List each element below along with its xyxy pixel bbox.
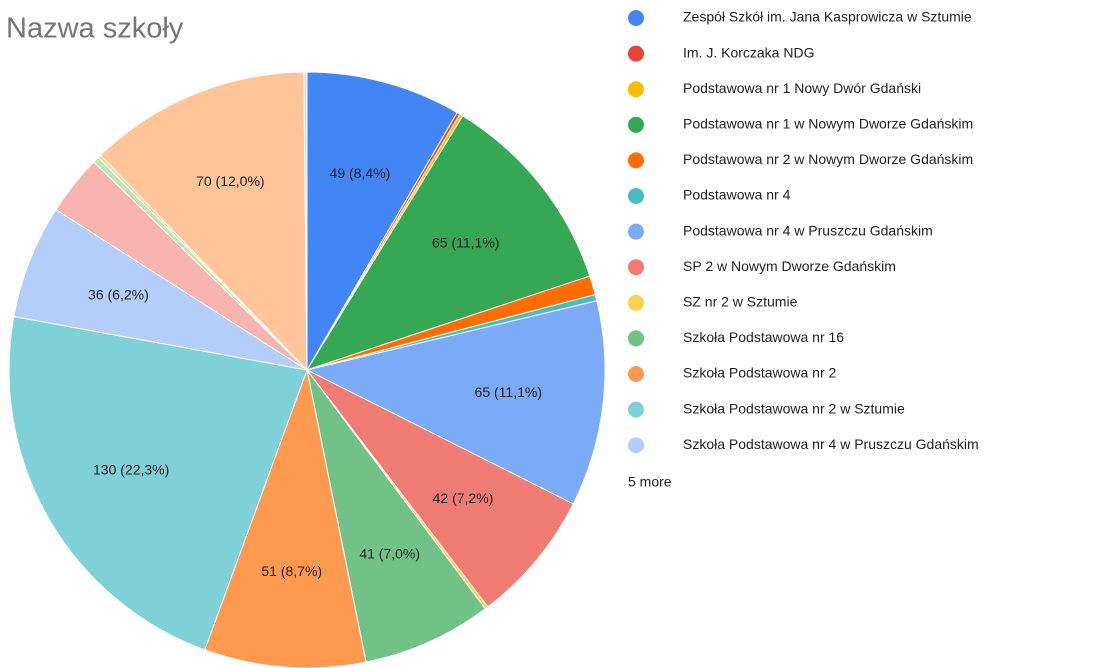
legend-label: Szkoła Podstawowa nr 2 w Sztumie (683, 400, 905, 416)
pie-slice (13, 208, 308, 371)
pie-slice (305, 300, 606, 505)
legend-swatch (628, 188, 644, 204)
legend-swatch (628, 330, 644, 347)
legend-label: Podstawowa nr 2 w Nowym Dworze Gdańskim (683, 151, 973, 167)
legend-swatch (628, 45, 644, 62)
legend-swatch (628, 259, 644, 276)
legend-swatch (628, 437, 644, 454)
legend-label: Podstawowa nr 1 w Nowym Dworze Gdańskim (683, 116, 973, 132)
pie-slice (305, 115, 591, 371)
chart-title: Nazwa szkoły (6, 13, 184, 45)
legend-swatch (628, 81, 644, 98)
data-label: 49 (8,4%) (330, 165, 391, 181)
legend-swatch (628, 10, 644, 26)
data-label: 36 (6,2%) (88, 287, 149, 303)
pie-slice (306, 71, 458, 372)
legend-label: Zespół Szkół im. Jana Kasprowicza w Sztu… (683, 9, 972, 25)
data-label: 42 (7,2%) (433, 490, 494, 506)
legend-label: Im. J. Korczaka NDG (683, 44, 814, 60)
legend-label: Szkoła Podstawowa nr 4 w Pruszczu Gdańsk… (683, 436, 979, 452)
pie-slice (303, 71, 308, 371)
data-label: 65 (11,1%) (432, 235, 499, 251)
data-label: 65 (11,1%) (475, 384, 542, 400)
legend-label: SZ nr 2 w Sztumie (683, 294, 798, 310)
legend-swatch (628, 294, 644, 311)
legend-label: Podstawowa nr 1 Nowy Dwór Gdański (683, 80, 921, 96)
data-label: 51 (8,7%) (261, 563, 322, 579)
data-label: 70 (12,0%) (196, 173, 264, 189)
legend-label: Podstawowa nr 4 (683, 187, 791, 203)
legend-label: SP 2 w Nowym Dworze Gdańskim (683, 258, 896, 274)
legend-swatch (628, 366, 644, 382)
legend-label: Szkoła Podstawowa nr 16 (683, 329, 844, 345)
pie-slice (306, 369, 574, 608)
legend-label: Podstawowa nr 4 w Pruszczu Gdańskim (683, 222, 933, 238)
legend-more: 5 more (628, 474, 672, 490)
legend-label: Szkoła Podstawowa nr 2 (683, 365, 837, 381)
legend-swatch (628, 401, 644, 418)
pie-slice (8, 315, 308, 651)
legend-swatch (628, 223, 644, 240)
legend-swatch (628, 152, 644, 169)
data-label: 41 (7,0%) (359, 546, 420, 562)
legend-swatch (628, 116, 644, 133)
pie-slice (204, 368, 367, 668)
pie-slice (99, 71, 308, 372)
data-label: 130 (22,3%) (93, 461, 169, 477)
